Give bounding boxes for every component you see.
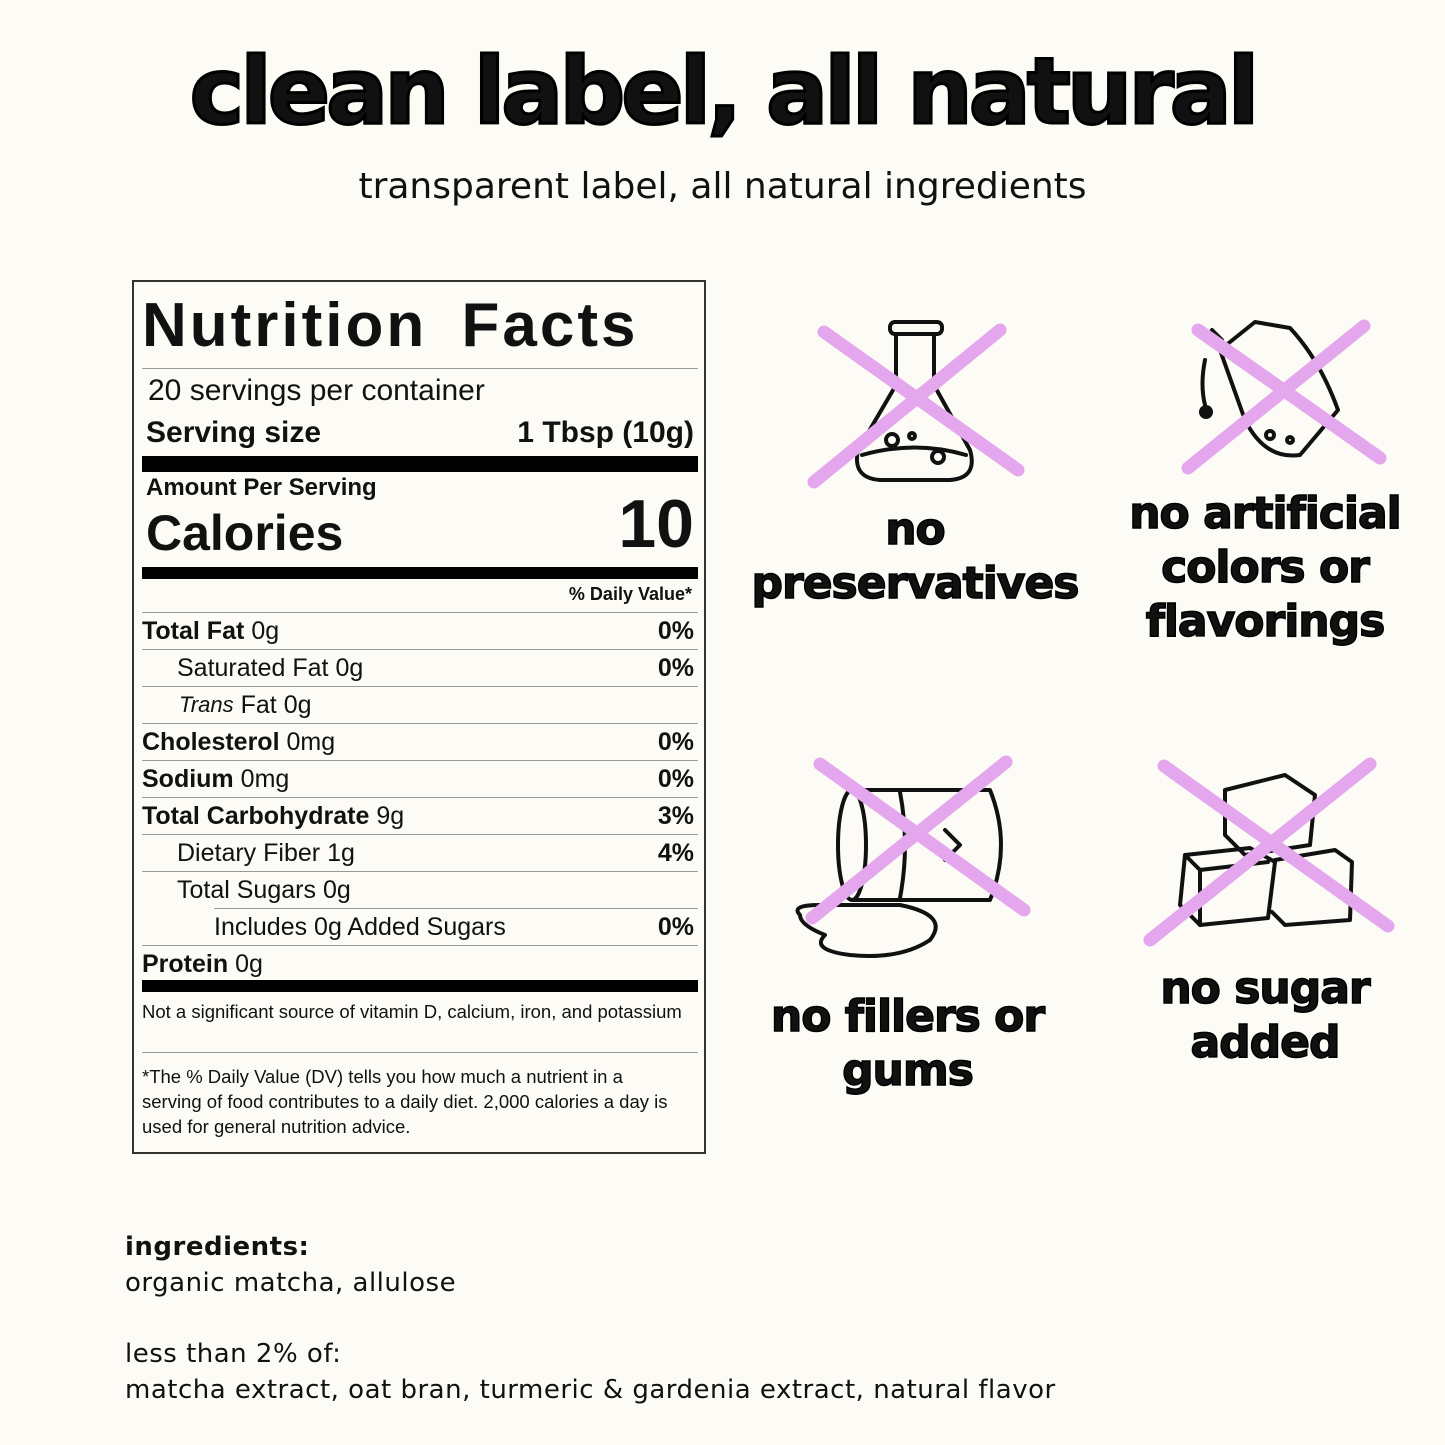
amount: 0mg	[286, 727, 336, 756]
title: clean label, all natural	[188, 37, 1261, 147]
nutrition-title: Nutrition Facts	[142, 291, 639, 360]
ingredients-minor: matcha extract, oat bran, turmeric & gar…	[125, 1375, 1056, 1405]
nutrient: Total Carbohydrate	[142, 801, 370, 830]
amount-per-serving: Amount Per Serving	[146, 474, 377, 501]
dv: 0%	[657, 912, 694, 941]
amount: 0g	[283, 690, 312, 719]
nutrient: Fat	[240, 690, 277, 719]
amount: 9g	[376, 801, 405, 830]
nutrient-row: Protein 0g	[142, 945, 698, 982]
nutrient: Total Fat	[142, 616, 245, 645]
crosses	[805, 319, 1395, 947]
nutrient-row: Sodium 0mg 0%	[142, 760, 698, 797]
nutrient-row: Total Sugars 0g	[142, 871, 698, 908]
nutrient-row: Total Carbohydrate 9g 3%	[142, 797, 698, 834]
claim-line: added	[1190, 1016, 1342, 1069]
nutrient-row: Total Fat 0g 0%	[142, 612, 698, 649]
dv-header: % Daily Value*	[568, 584, 692, 604]
flask-icon	[855, 320, 974, 482]
divider	[142, 368, 698, 369]
nutrition-panel: Nutrition Facts 20 servings per containe…	[132, 280, 706, 1154]
amount: 0mg	[240, 764, 290, 793]
ingredients-main: organic matcha, allulose	[125, 1268, 457, 1298]
thick-bar	[142, 567, 698, 579]
claim-line: no	[884, 503, 946, 556]
claim-line: flavorings	[1145, 595, 1386, 648]
claim-line: gums	[841, 1044, 974, 1097]
serving-size-row: Serving size 1 Tbsp (10g)	[142, 416, 698, 450]
nutrient: Dietary Fiber	[177, 838, 321, 867]
claim-line: no fillers or	[770, 990, 1046, 1043]
ingredients-minor-label: less than 2% of:	[125, 1339, 342, 1369]
servings: 20 servings per container	[148, 374, 485, 407]
dv: 3%	[657, 801, 694, 830]
calories-label: Calories	[146, 505, 344, 561]
nutrient-row: Dietary Fiber 1g 4%	[142, 834, 698, 871]
serving-size: 1 Tbsp (10g)	[517, 416, 694, 449]
dv: 0%	[657, 653, 694, 682]
claim-line: colors or	[1160, 541, 1370, 594]
claim-line: no sugar	[1160, 962, 1372, 1015]
amount: 0g	[335, 653, 364, 682]
nutrient-row: Includes 0g Added Sugars 0%	[214, 908, 698, 945]
nutrient-row: Cholesterol 0mg 0%	[142, 723, 698, 760]
nutrient: Includes 0g Added Sugars	[214, 912, 506, 941]
claim-line: preservatives	[751, 557, 1080, 610]
calories: 10	[618, 486, 694, 562]
dv: 4%	[657, 838, 694, 867]
amount: 0g	[251, 616, 280, 645]
claim: no fillers or gums	[740, 990, 1075, 1098]
claim: no sugar added	[1110, 962, 1420, 1070]
footnote: *The % Daily Value (DV) tells you how mu…	[142, 1066, 668, 1137]
amount: 0g	[322, 875, 351, 904]
nutrient: Cholesterol	[142, 727, 280, 756]
thick-bar	[142, 456, 698, 472]
nutrient-row: Trans Fat 0g	[142, 686, 698, 723]
nutrient-italic: Trans	[179, 692, 234, 717]
divider	[142, 1052, 698, 1053]
subtitle: transparent label, all natural ingredien…	[358, 166, 1087, 207]
nutrient: Total Sugars	[177, 875, 316, 904]
nutrient: Protein	[142, 949, 229, 978]
claim: no preservatives	[740, 503, 1090, 611]
dv: 0%	[657, 616, 694, 645]
footnote: Not a significant source of vitamin D, c…	[142, 1001, 682, 1022]
thick-bar	[142, 980, 698, 992]
dv: 0%	[657, 764, 694, 793]
dv: 0%	[657, 727, 694, 756]
amount: 1g	[327, 838, 355, 867]
claim: no artificial colors or flavorings	[1110, 487, 1420, 649]
nutrient: Saturated Fat	[177, 653, 329, 682]
amount: 0g	[235, 949, 263, 978]
ingredients-label: ingredients:	[125, 1232, 310, 1262]
serving-size-label: Serving size	[146, 416, 322, 449]
claim-line: no artificial	[1128, 487, 1402, 540]
nutrient: Sodium	[142, 764, 234, 793]
nutrient-row: Saturated Fat 0g 0%	[142, 649, 698, 686]
